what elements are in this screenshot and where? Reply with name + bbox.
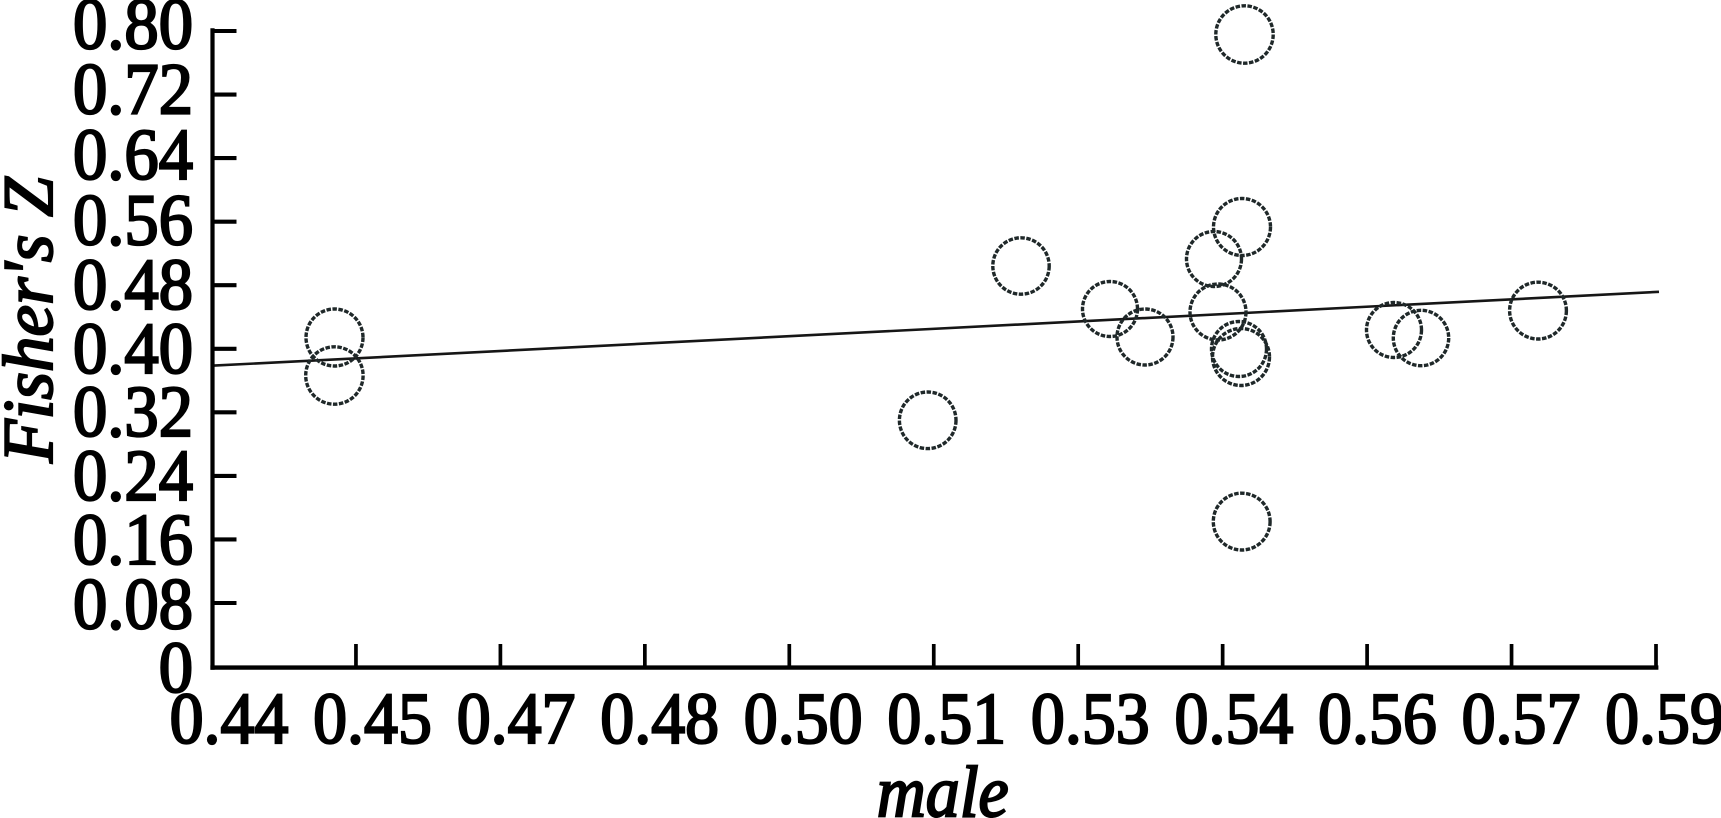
svg-text:0.72: 0.72 [73,50,193,130]
svg-text:male: male [877,752,1009,818]
svg-text:0.56: 0.56 [1318,679,1437,760]
svg-text:0.08: 0.08 [73,564,193,644]
svg-text:0.24: 0.24 [73,436,193,516]
svg-text:0.47: 0.47 [457,679,576,760]
svg-text:0.45: 0.45 [313,679,432,760]
svg-text:0.53: 0.53 [1031,679,1150,760]
svg-text:0.54: 0.54 [1174,679,1293,760]
svg-text:0.16: 0.16 [73,500,193,580]
svg-text:0.50: 0.50 [744,679,863,760]
svg-text:0.57: 0.57 [1462,679,1581,760]
svg-text:0.44: 0.44 [170,679,289,760]
svg-text:Fisher's Z: Fisher's Z [0,176,68,464]
svg-text:0.64: 0.64 [73,115,193,195]
svg-text:0.51: 0.51 [887,679,1006,760]
svg-text:0.48: 0.48 [73,245,193,325]
svg-text:0.48: 0.48 [600,679,719,760]
svg-text:0: 0 [159,628,193,708]
svg-text:0.80: 0.80 [73,0,193,65]
svg-text:0.59: 0.59 [1605,679,1721,760]
svg-text:0.32: 0.32 [73,372,193,452]
svg-text:0.56: 0.56 [73,181,193,261]
svg-text:0.40: 0.40 [73,309,193,389]
